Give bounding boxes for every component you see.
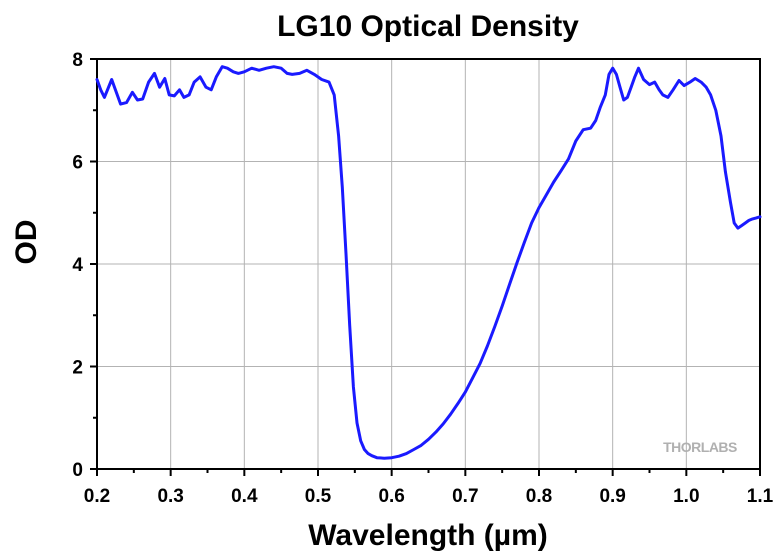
chart-title: LG10 Optical Density	[277, 10, 579, 43]
x-tick-labels: 0.2 0.3 0.4 0.5 0.6 0.7 0.8 0.9 1.0 1.1	[84, 486, 774, 507]
thorlabs-watermark: THORLABS	[663, 439, 737, 455]
y-tick-label: 4	[72, 255, 83, 276]
x-axis-label: Wavelength (µm)	[308, 519, 548, 552]
series-line	[95, 65, 762, 460]
x-tick-label: 0.8	[526, 486, 552, 507]
x-tick-label: 0.4	[231, 486, 258, 507]
y-tick-label: 2	[72, 358, 83, 379]
x-tick-label: 0.3	[157, 486, 183, 507]
x-tick-label: 0.7	[452, 486, 478, 507]
x-tick-label: 0.9	[599, 486, 625, 507]
y-tick-label: 6	[72, 153, 83, 174]
y-tick-labels: 0 2 4 6 8	[72, 50, 83, 481]
y-tick-label: 8	[72, 50, 83, 71]
x-tick-label: 1.0	[673, 486, 699, 507]
y-tick-label: 0	[72, 460, 83, 481]
x-tick-label: 1.1	[747, 486, 774, 507]
y-axis-label: OD	[10, 220, 43, 265]
x-tick-label: 0.5	[305, 486, 332, 507]
x-tick-label: 0.6	[378, 486, 404, 507]
grid	[97, 59, 760, 469]
series-group	[95, 65, 762, 460]
x-tick-label: 0.2	[84, 486, 110, 507]
axis-ticks	[90, 58, 761, 476]
